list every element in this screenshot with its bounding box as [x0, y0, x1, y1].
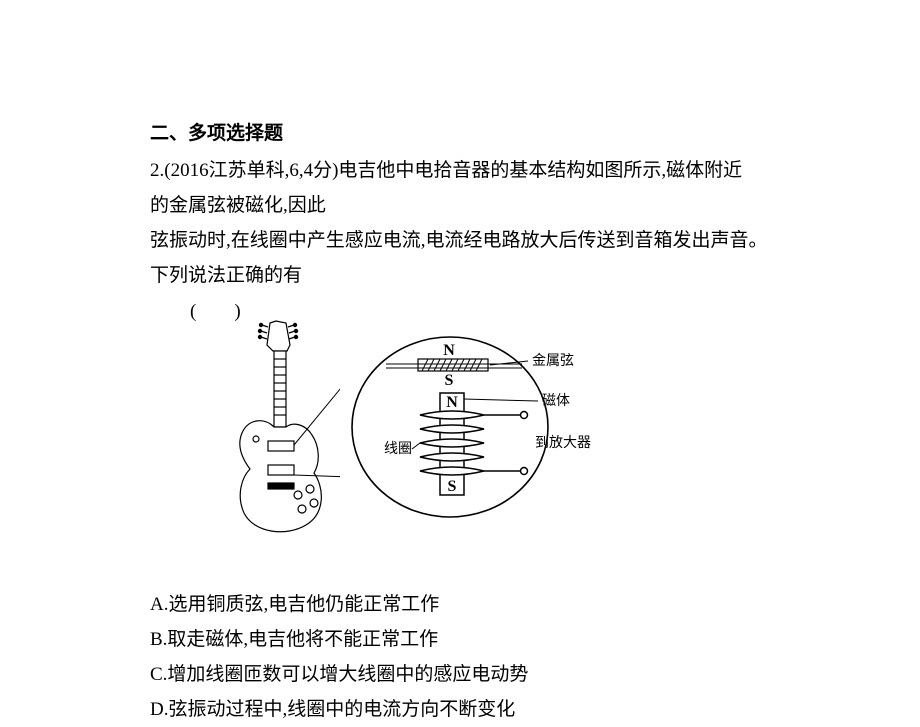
option-A: A.选用铜质弦,电吉他仍能正常工作 [150, 587, 770, 622]
label-amp: 到放大器 [535, 435, 591, 451]
string-bar: N S [386, 342, 522, 389]
question-line-1: 2.(2016江苏单科,6,4分)电吉他中电拾音器的基本结构如图所示,磁体附近 [150, 153, 770, 188]
pickup-diagram: N S N S [350, 335, 610, 520]
label-N-string: N [443, 342, 455, 359]
label-S-string: S [445, 372, 454, 389]
option-D: D.弦振动过程中,线圈中的电流方向不断变化 [150, 692, 770, 727]
question-line-4: 下列说法正确的有 [150, 258, 770, 293]
section-header: 二、多项选择题 [150, 118, 770, 145]
label-string: 金属弦 [532, 353, 574, 369]
label-coil: 线圈 [384, 441, 412, 457]
figure: N S N S [220, 307, 770, 537]
label-S-magnet: S [448, 478, 457, 495]
option-B: B.取走磁体,电吉他将不能正常工作 [150, 622, 770, 657]
page: 二、多项选择题 2.(2016江苏单科,6,4分)电吉他中电拾音器的基本结构如图… [0, 0, 770, 727]
option-C: C.增加线圈匝数可以增大线圈中的感应电动势 [150, 657, 770, 692]
label-N-magnet: N [446, 394, 458, 411]
guitar-icon [220, 317, 340, 537]
label-magnet: 磁体 [542, 393, 570, 409]
question-line-2: 的金属弦被磁化,因此 [150, 188, 770, 223]
question-line-3: 弦振动时,在线圈中产生感应电流,电流经电路放大后传送到音箱发出声音。 [150, 223, 770, 258]
amp-leads [484, 411, 528, 474]
options: A.选用铜质弦,电吉他仍能正常工作 B.取走磁体,电吉他将不能正常工作 C.增加… [150, 587, 770, 727]
